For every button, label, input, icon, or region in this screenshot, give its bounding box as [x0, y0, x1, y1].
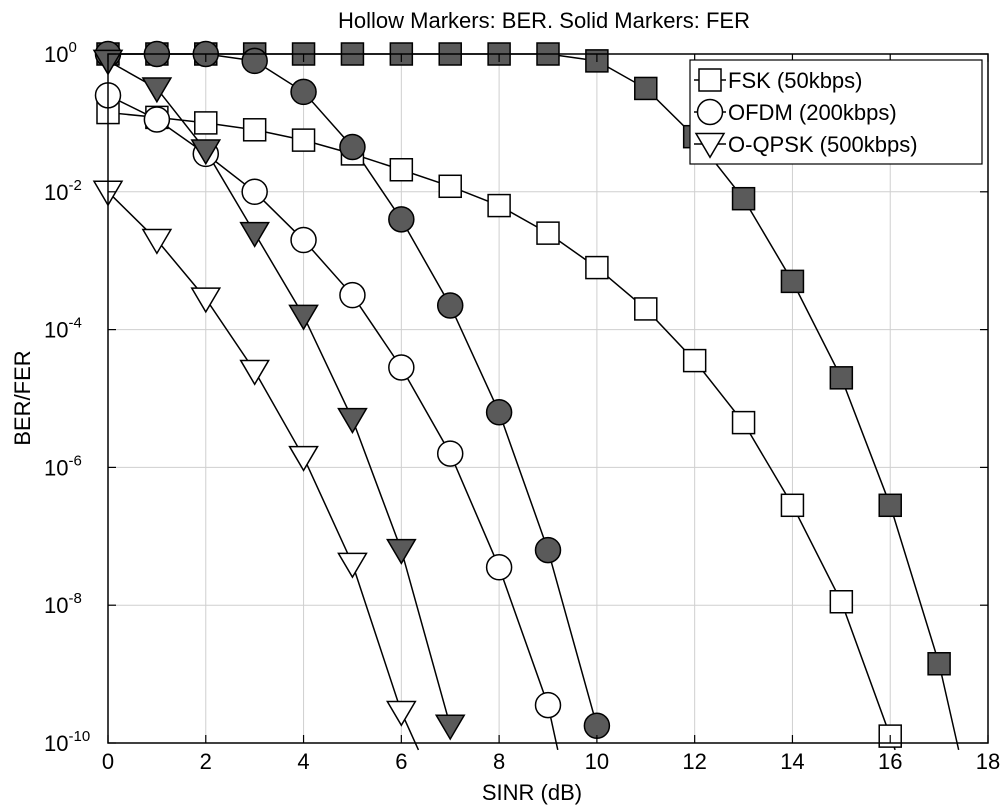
- x-tick-labels: 0 2 4 6 8 10 12 14 16 18: [102, 54, 1000, 774]
- fsk-ber-point: [780, 493, 805, 518]
- o-qpsk-fer-point: [141, 77, 173, 104]
- fsk-ber-point: [536, 221, 560, 245]
- series-markers: [92, 40, 951, 748]
- ofdm-fer-point: [436, 292, 464, 319]
- ofdm-ber-point: [485, 554, 513, 581]
- o-qpsk-fer-point: [288, 304, 319, 331]
- ofdm-ber-point: [241, 178, 268, 206]
- x-tick-label: 8: [493, 749, 505, 774]
- plot-frame: [107, 53, 989, 744]
- x-tick-label: 18: [976, 749, 1000, 774]
- x-tick-label: 10: [585, 749, 609, 774]
- ofdm-ber-point: [436, 440, 464, 467]
- y-tick-label: 10-4: [44, 315, 82, 343]
- fsk-fer-point: [878, 493, 902, 518]
- o-qpsk-fer-point: [434, 714, 466, 741]
- y-tick-label: 10-6: [44, 452, 82, 480]
- legend-marker: [698, 68, 722, 92]
- x-tick-label: 14: [780, 749, 804, 774]
- x-tick-label: 12: [682, 749, 706, 774]
- ofdm-fer-point: [290, 78, 317, 106]
- fsk-fer-point: [780, 269, 805, 294]
- o-qpsk-ber-point: [288, 445, 319, 472]
- legend-label: O-QPSK (500kbps): [728, 132, 918, 157]
- y-tick-label: 10-2: [44, 177, 82, 205]
- fsk-ber-point: [242, 118, 267, 142]
- fsk-fer-point: [731, 186, 756, 211]
- x-tick-label: 16: [878, 749, 902, 774]
- y-tick-label: 10-8: [44, 590, 82, 618]
- y-axis-label: BER/FER: [10, 350, 35, 445]
- ofdm-fer-point: [534, 536, 562, 564]
- ofdm-ber-point: [290, 226, 317, 254]
- x-tick-label: 4: [297, 749, 309, 774]
- chart-title: Hollow Markers: BER. Solid Markers: FER: [338, 8, 750, 33]
- x-axis-label: SINR (dB): [482, 780, 582, 805]
- fsk-ber-point: [291, 128, 316, 152]
- fsk-ber-point: [438, 174, 462, 199]
- fsk-ber-point: [194, 111, 218, 135]
- fsk-ber-point: [487, 193, 511, 218]
- ofdm-ber-point: [143, 106, 171, 133]
- fsk-ber-point: [731, 410, 756, 435]
- ofdm-fer-point: [583, 712, 611, 740]
- o-qpsk-ber-point: [386, 700, 417, 727]
- legend-marker: [696, 98, 724, 126]
- series-line: [107, 60, 451, 726]
- fsk-ber-point: [682, 348, 707, 373]
- legend-label: OFDM (200kbps): [728, 100, 897, 125]
- y-tick-label: 10-10: [44, 728, 90, 756]
- fsk-ber-point: [585, 255, 609, 280]
- ofdm-fer-point: [485, 399, 513, 426]
- legend-label: FSK (50kbps): [728, 68, 863, 93]
- x-tick-label: 6: [395, 749, 407, 774]
- fsk-fer-point: [829, 366, 854, 390]
- legend-box: [689, 59, 983, 165]
- fsk-ber-point: [389, 158, 414, 182]
- o-qpsk-fer-point: [239, 221, 270, 248]
- fsk-fer-point: [927, 652, 951, 676]
- o-qpsk-fer-point: [190, 139, 222, 166]
- plot-background: [108, 54, 988, 743]
- o-qpsk-ber-point: [190, 287, 222, 314]
- o-qpsk-ber-point: [239, 359, 270, 386]
- ofdm-ber-point: [339, 281, 366, 309]
- fsk-ber-point: [829, 590, 854, 614]
- ofdm-ber-point: [534, 691, 562, 719]
- o-qpsk-fer-point: [386, 538, 417, 565]
- fsk-ber-point: [634, 297, 658, 321]
- ofdm-fer-point: [388, 206, 415, 233]
- o-qpsk-ber-point: [337, 552, 368, 579]
- x-tick-label: 2: [200, 749, 212, 774]
- o-qpsk-fer-point: [337, 407, 368, 434]
- o-qpsk-ber-point: [141, 228, 173, 255]
- fsk-fer-point: [634, 76, 658, 101]
- legend: FSK (50kbps) OFDM (200kbps) O-QPSK (500kbp…: [689, 59, 983, 165]
- x-tick-label: 0: [102, 749, 114, 774]
- legend-marker: [694, 132, 726, 159]
- ofdm-fer-point: [339, 133, 366, 161]
- ofdm-fer-point: [241, 47, 268, 75]
- series-line: [107, 191, 420, 751]
- ofdm-ber-point: [388, 354, 415, 381]
- y-tick-label: 100: [44, 39, 77, 67]
- y-tick-labels: 100 10-2 10-4 10-6 10-8 10-10: [44, 39, 988, 756]
